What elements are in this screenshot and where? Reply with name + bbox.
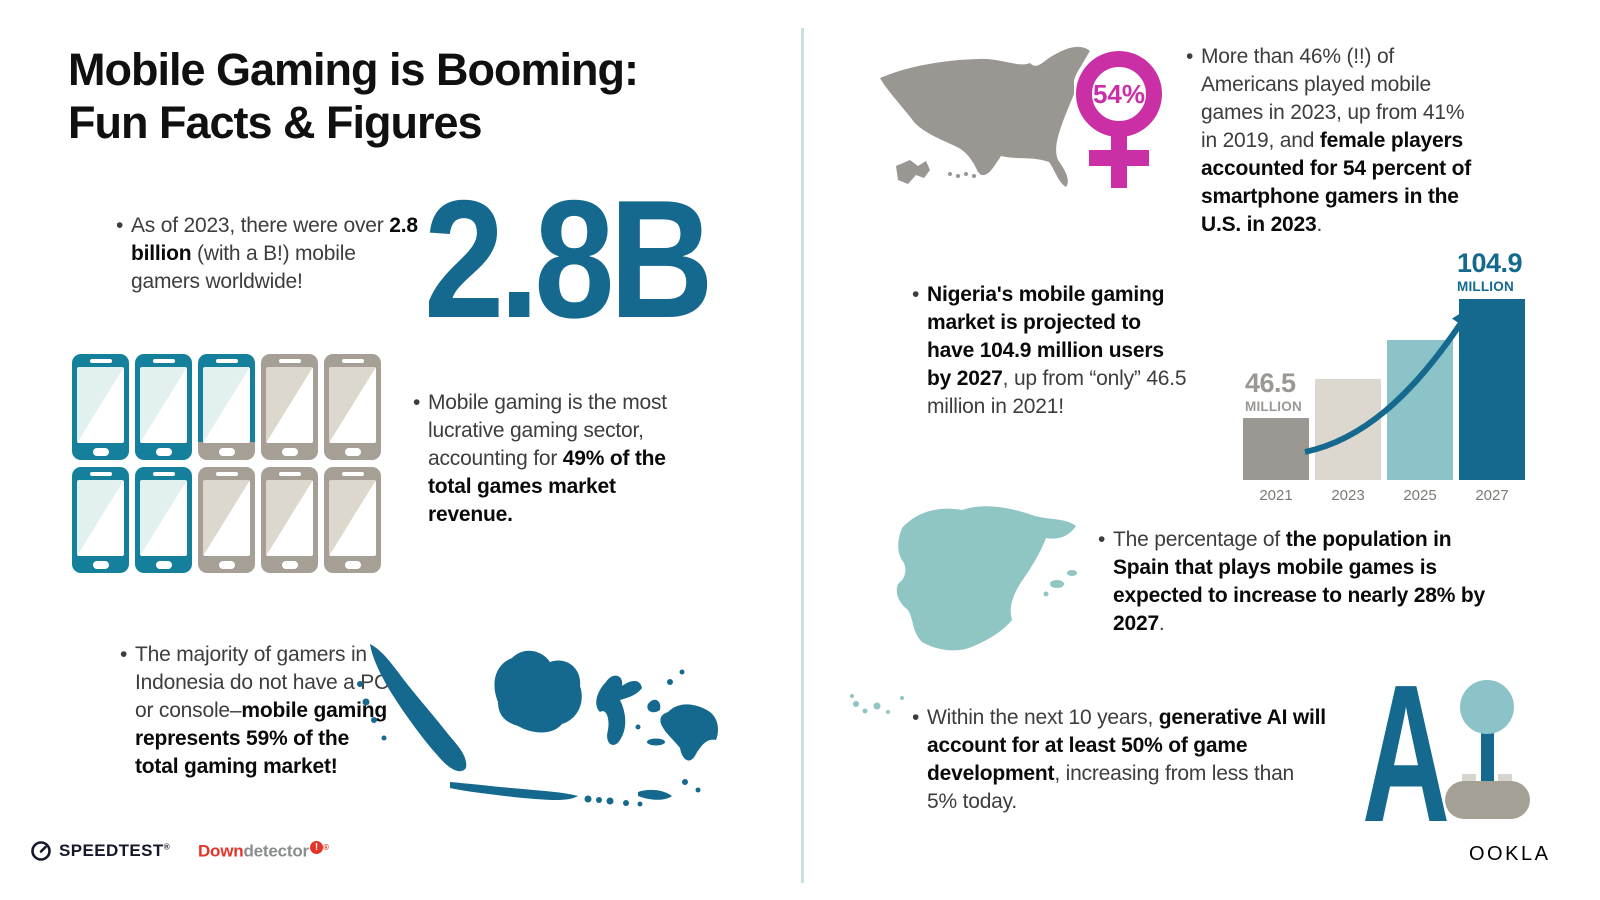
fact-us: • More than 46% (!!) of Americans played …	[1186, 43, 1483, 238]
downdetector-down: Down	[197, 841, 244, 861]
indonesia-map	[357, 644, 718, 807]
fact-ai: • Within the next 10 years, generative AI…	[912, 704, 1327, 816]
bar	[1243, 418, 1309, 480]
big-stat-2-8b: 2.8B	[424, 165, 714, 353]
bullet: •	[912, 706, 920, 729]
fact-ai-text: Within the next 10 years,	[927, 706, 1159, 729]
female-share-stat: 54%	[1093, 79, 1145, 109]
fact-revenue-text: Mobile gaming is the most lucrative gami…	[428, 391, 667, 470]
fact-spain: • The percentage of the population in Spa…	[1098, 526, 1487, 638]
fact-gamers: • As of 2023, there were over 2.8 billion…	[116, 212, 423, 296]
fact-us-bold: female players accounted for 54 percent …	[1201, 128, 1471, 236]
fact-indonesia: • The majority of gamers in Indonesia do …	[120, 641, 392, 781]
bar-year-label: 2025	[1403, 487, 1437, 504]
bullet: •	[1186, 45, 1194, 68]
phone-icon-gray	[324, 354, 381, 460]
speedtest-logo: SPEEDTEST®	[30, 840, 170, 862]
spain-peninsula	[896, 506, 1076, 651]
bullet: •	[120, 643, 128, 666]
nigeria-bar-chart: 2021 2023 2025 2027 46.5 MILLION 104.9 MILL…	[1243, 248, 1533, 504]
phone-icon-gray	[261, 467, 318, 573]
downdetector-detector: detector	[243, 841, 309, 861]
sulawesi-island	[596, 675, 642, 745]
bar	[1387, 340, 1453, 480]
papua-island	[660, 704, 718, 761]
halmahera-island	[647, 699, 661, 713]
fact-nigeria-bold: Nigeria's mobile gaming market is projec…	[927, 283, 1165, 390]
joystick-icon	[1445, 680, 1530, 819]
ookla-logo: OOKLA	[1469, 843, 1551, 865]
fact-indonesia-text: The majority of gamers in Indonesia do n…	[135, 643, 389, 722]
phone-icon-teal-partial	[198, 354, 255, 460]
fact-spain-bold: the population in Spain that plays mobil…	[1113, 528, 1485, 635]
phone-icon-teal	[72, 354, 129, 460]
chart-bar-2023: 2023	[1315, 379, 1381, 504]
us-map	[880, 46, 1090, 188]
letter-a-graphic: A	[1362, 650, 1450, 825]
bar-year-label: 2021	[1259, 487, 1293, 504]
fact-spain-text2: .	[1158, 611, 1165, 635]
fact-us-text: More than 46% (!!) of Americans played m…	[1201, 45, 1465, 152]
page-title: Mobile Gaming is Booming: Fun Facts & Fi…	[68, 44, 639, 149]
timor-island	[638, 789, 672, 800]
phone-icon-teal	[135, 467, 192, 573]
center-divider	[801, 28, 804, 883]
borneo-island	[494, 650, 582, 733]
fact-gamers-text2: (with a B!) mobile gamers worldwide!	[131, 241, 356, 293]
chart-bar-2025: 2025	[1387, 340, 1453, 504]
bullet: •	[1098, 528, 1106, 551]
fact-gamers-bold: 2.8 billion	[131, 214, 418, 265]
phone-grid	[72, 354, 381, 573]
fact-ai-text2: , increasing from less than 5% today.	[927, 761, 1295, 813]
bullet: •	[912, 283, 920, 306]
us-mainland	[880, 46, 1090, 188]
chart-annotation-2021: 46.5 MILLION	[1245, 368, 1302, 414]
phone-icon-gray	[261, 354, 318, 460]
chart-annotation-2027: 104.9 MILLION	[1457, 248, 1523, 294]
bullet: •	[116, 214, 124, 237]
alaska	[896, 160, 930, 184]
title-line-1: Mobile Gaming is Booming:	[68, 44, 639, 95]
exclamation-badge-icon: !	[309, 840, 323, 854]
fact-us-text2: .	[1316, 212, 1323, 236]
bar-year-label: 2027	[1475, 487, 1509, 504]
fact-revenue: • Mobile gaming is the most lucrative gam…	[413, 389, 682, 529]
java-island	[450, 782, 578, 800]
sumatra-island	[370, 644, 467, 772]
fact-gamers-text: As of 2023, there were over	[131, 214, 390, 237]
bar	[1315, 379, 1381, 480]
bullet: •	[413, 391, 421, 414]
chart-bar-2027: 2027	[1459, 299, 1525, 504]
spain-map	[850, 506, 1077, 714]
phone-icon-gray	[198, 467, 255, 573]
phone-icon-teal	[72, 467, 129, 573]
downdetector-logo: Downdetector! ®	[197, 840, 329, 861]
fact-revenue-bold: 49% of the total games market revenue.	[428, 446, 666, 526]
fact-spain-text: The percentage of	[1113, 528, 1286, 551]
bar	[1459, 299, 1525, 480]
bar-year-label: 2023	[1331, 487, 1365, 504]
phone-icon-gray	[324, 467, 381, 573]
footer-logos: SPEEDTEST® Downdetector! ®	[30, 840, 329, 862]
chart-bar-2021: 2021	[1243, 418, 1309, 504]
fact-indonesia-bold: mobile gaming represents 59% of the tota…	[135, 698, 387, 778]
phone-icon-teal	[135, 354, 192, 460]
fact-nigeria-text: , up from “only” 46.5 million in 2021!	[927, 366, 1187, 418]
speedtest-label: SPEEDTEST®	[59, 841, 170, 860]
gauge-icon	[31, 841, 51, 861]
ai-graphic: A	[1362, 650, 1530, 825]
female-symbol-icon: 54%	[1074, 50, 1164, 190]
fact-ai-bold: generative AI will account for at least …	[927, 706, 1326, 785]
title-line-2: Fun Facts & Figures	[68, 96, 483, 148]
fact-nigeria: • Nigeria's mobile gaming market is proje…	[912, 281, 1191, 421]
